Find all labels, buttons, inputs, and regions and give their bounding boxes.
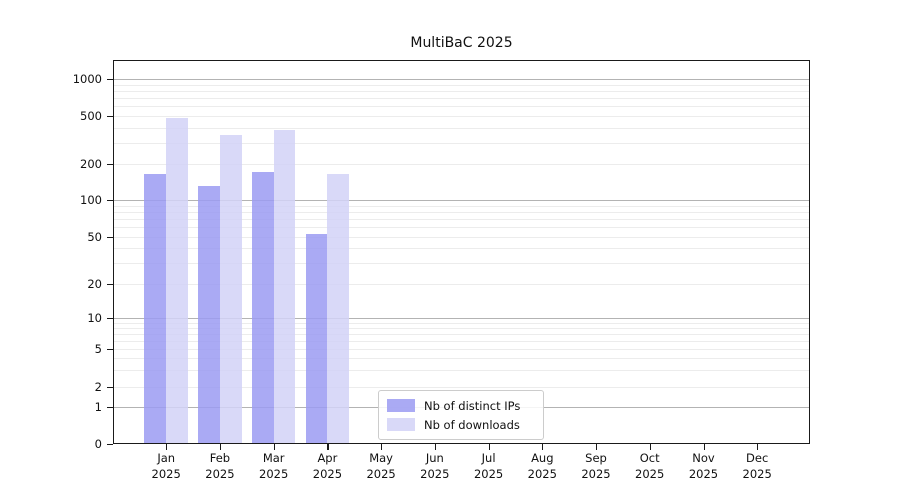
- y-gridline-minor-800: [114, 90, 809, 92]
- y-gridline-minor-9: [114, 322, 809, 324]
- y-tick-label-1000: 1000: [72, 72, 102, 86]
- x-tick-label-sep: Sep 2025: [581, 451, 611, 481]
- y-tick-1000: [107, 79, 113, 81]
- bar-nb-of-distinct-ips-mar: [251, 172, 274, 444]
- bar-nb-of-distinct-ips-jan: [144, 173, 167, 444]
- y-tick-label-100: 100: [80, 193, 102, 207]
- x-tick-sep: [596, 444, 598, 450]
- x-tick-jul: [488, 444, 490, 450]
- y-tick-500: [107, 116, 113, 118]
- y-tick-label-2: 2: [94, 380, 102, 394]
- x-tick-may: [381, 444, 383, 450]
- y-gridline-minor-90: [114, 205, 809, 207]
- x-tick-jan: [166, 444, 168, 450]
- y-gridline-minor-4: [114, 357, 809, 359]
- x-tick-label-aug: Aug 2025: [527, 451, 557, 481]
- legend-row-downloads: Nb of downloads: [387, 415, 535, 434]
- y-gridline-minor-300: [114, 142, 809, 144]
- x-tick-label-dec: Dec 2025: [742, 451, 772, 481]
- bar-nb-of-downloads-apr: [327, 173, 350, 444]
- y-gridline-minor-5: [114, 348, 809, 350]
- y-gridline-minor-900: [114, 84, 809, 86]
- x-tick-label-jul: Jul 2025: [473, 451, 504, 481]
- y-tick-0: [107, 443, 113, 445]
- x-tick-label-apr: Apr 2025: [312, 451, 343, 481]
- bar-nb-of-downloads-mar: [273, 129, 296, 444]
- y-gridline-minor-3: [114, 370, 809, 371]
- y-tick-label-20: 20: [87, 276, 102, 291]
- x-tick-label-mar: Mar 2025: [259, 451, 289, 481]
- y-tick-label-10: 10: [87, 311, 102, 325]
- x-tick-oct: [649, 444, 651, 450]
- bar-nb-of-downloads-jan: [166, 117, 188, 444]
- x-tick-label-feb: Feb 2025: [205, 451, 235, 481]
- chart-title: MultiBaC 2025: [410, 35, 513, 51]
- y-tick-100: [107, 200, 113, 202]
- y-gridline-minor-7: [114, 333, 809, 335]
- x-tick-label-may: May 2025: [366, 451, 396, 481]
- x-tick-mar: [273, 444, 275, 450]
- y-gridline-minor-80: [114, 211, 809, 213]
- y-gridline-minor-2: [114, 387, 809, 388]
- x-tick-feb: [219, 444, 222, 450]
- x-tick-label-jan: Jan 2025: [151, 451, 181, 481]
- y-gridline-minor-500: [114, 116, 809, 117]
- y-tick-200: [107, 163, 113, 165]
- y-tick-20: [107, 283, 113, 285]
- x-tick-label-jun: Jun 2025: [420, 451, 450, 481]
- y-tick-label-0: 0: [94, 436, 102, 451]
- legend: Nb of distinct IPs Nb of downloads: [378, 390, 544, 440]
- y-gridline-minor-8: [114, 327, 809, 329]
- y-tick-label-500: 500: [80, 109, 102, 123]
- bar-nb-of-downloads-feb: [219, 135, 242, 444]
- bar-nb-of-distinct-ips-feb: [198, 186, 220, 444]
- legend-swatch-downloads: [387, 418, 415, 431]
- y-tick-50: [107, 236, 113, 238]
- legend-label-downloads: Nb of downloads: [424, 417, 520, 432]
- y-gridline-major-1000: [114, 79, 809, 80]
- y-tick-label-200: 200: [80, 156, 102, 171]
- y-tick-1: [107, 407, 113, 409]
- y-gridline-minor-6: [114, 340, 809, 342]
- x-tick-aug: [542, 444, 544, 450]
- x-tick-label-nov: Nov 2025: [688, 451, 719, 481]
- x-tick-jun: [434, 444, 436, 450]
- y-gridline-minor-70: [114, 218, 809, 220]
- y-gridline-minor-60: [114, 226, 809, 228]
- y-gridline-major-100: [114, 200, 809, 201]
- y-gridline-minor-50: [114, 236, 809, 238]
- y-tick-label-5: 5: [94, 341, 102, 356]
- x-tick-label-oct: Oct 2025: [635, 451, 665, 481]
- x-tick-dec: [757, 444, 759, 450]
- x-tick-apr: [327, 444, 329, 450]
- bar-nb-of-distinct-ips-apr: [305, 234, 328, 444]
- y-tick-2: [107, 387, 113, 389]
- y-gridline-minor-600: [114, 106, 809, 108]
- legend-swatch-distinct-ips: [387, 399, 415, 412]
- y-gridline-minor-30: [114, 262, 809, 264]
- y-gridline-minor-20: [114, 283, 809, 285]
- y-tick-10: [107, 318, 113, 320]
- y-gridline-minor-400: [114, 127, 809, 129]
- x-tick-nov: [703, 444, 705, 450]
- legend-label-distinct-ips: Nb of distinct IPs: [424, 398, 521, 413]
- y-gridline-minor-40: [114, 247, 809, 249]
- y-gridline-minor-700: [114, 98, 809, 99]
- y-tick-5: [107, 348, 113, 350]
- y-tick-label-1: 1: [94, 400, 102, 414]
- y-tick-label-50: 50: [87, 229, 102, 244]
- legend-row-distinct-ips: Nb of distinct IPs: [387, 396, 535, 415]
- y-gridline-major-10: [114, 318, 809, 319]
- y-gridline-minor-200: [114, 163, 809, 165]
